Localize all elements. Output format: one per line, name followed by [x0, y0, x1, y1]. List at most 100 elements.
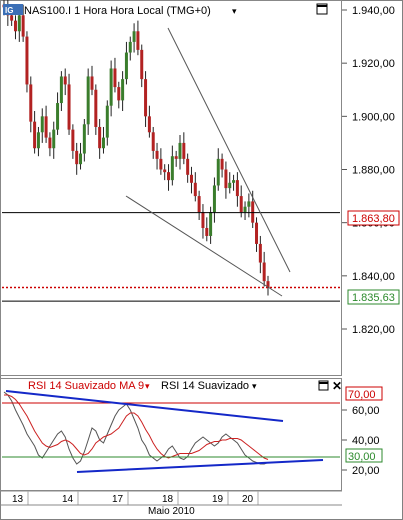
- candle-body: [147, 116, 151, 133]
- candle-body: [151, 132, 155, 151]
- candle-body: [140, 49, 144, 80]
- x-axis-ticks: 13 14 17 18 19 20: [0, 491, 342, 506]
- candle-body: [258, 243, 262, 263]
- candle-body: [136, 31, 140, 50]
- rsi-level-70: 70,00: [348, 389, 376, 401]
- price-chart-title[interactable]: NAS100.I 1 Hora Hora Local (TMG+0): [24, 5, 211, 17]
- rsi-overlays: [2, 390, 340, 473]
- candle-body: [124, 52, 128, 80]
- y-tick-label: 1.940,00: [352, 5, 395, 17]
- rsi-y-tick-label: 40,00: [352, 435, 380, 447]
- candle-body: [251, 201, 255, 223]
- x-axis-caption: Maio 2010: [148, 506, 195, 517]
- candle-body: [71, 129, 75, 151]
- triangle-down-icon[interactable]: ▾: [145, 381, 150, 391]
- rsi-lines: [3, 391, 269, 465]
- candle-body: [40, 116, 44, 133]
- horizontal-line-price: 1.863,80: [352, 213, 395, 225]
- candle-body: [67, 84, 71, 130]
- y-tick-label: 1.900,00: [352, 111, 395, 123]
- last-price: 1.835,63: [352, 292, 395, 304]
- triangle-down-icon[interactable]: ▾: [252, 381, 257, 391]
- candle-body: [189, 174, 193, 183]
- candle-body: [235, 180, 239, 197]
- candle-body: [197, 196, 201, 213]
- candle-body: [105, 105, 109, 138]
- triangle-down-icon[interactable]: ▾: [232, 6, 237, 16]
- candle-body: [90, 76, 94, 90]
- candle-body: [121, 79, 125, 101]
- y-tick-label: 1.920,00: [352, 58, 395, 70]
- candle-body: [79, 153, 83, 165]
- candle-body: [21, 15, 25, 37]
- candle-body: [48, 137, 52, 149]
- candle-body: [155, 150, 159, 159]
- x-tick-label: 14: [62, 494, 74, 505]
- x-tick-label: 18: [162, 494, 174, 505]
- x-tick-label: 13: [12, 494, 24, 505]
- y-tick-label: 1.840,00: [352, 271, 395, 283]
- candle-body: [212, 185, 216, 213]
- x-axis: 13 14 17 18 19 20 Maio 2010: [0, 490, 342, 517]
- candle-body: [232, 180, 236, 183]
- candle-body: [239, 196, 243, 213]
- candle-body: [247, 201, 251, 207]
- x-tick-label: 17: [112, 494, 124, 505]
- rsi-panel: RSI 14 Suavizado MA 9 ▾ RSI 14 Suavizado…: [0, 378, 383, 491]
- candle-body: [101, 137, 105, 149]
- price-plot-area: [0, 0, 342, 376]
- rsi-ma-title[interactable]: RSI 14 Suavizado MA 9: [28, 380, 144, 392]
- upper-trendline: [167, 27, 291, 273]
- candle-body: [163, 169, 167, 173]
- candle-body: [63, 76, 67, 85]
- candle-body: [224, 169, 228, 189]
- price-title-bar[interactable]: IG NAS100.I 1 Hora Hora Local (TMG+0) ▾: [3, 4, 237, 17]
- candle-body: [205, 227, 209, 236]
- y-tick-label: 1.880,00: [352, 165, 395, 177]
- candle-body: [243, 206, 247, 213]
- candle-body: [25, 36, 29, 85]
- last-price-label: 1.835,63: [347, 289, 400, 305]
- candle-body: [220, 158, 224, 170]
- rsi-upper-trendline: [5, 390, 284, 422]
- rsi-y-tick-label: 20,00: [352, 465, 380, 477]
- candle-body: [29, 84, 33, 122]
- ig-logo: [3, 4, 23, 15]
- candle-body: [109, 68, 113, 106]
- candle-body: [128, 41, 132, 53]
- rsi-title[interactable]: RSI 14 Suavizado: [161, 380, 249, 392]
- candle-body: [174, 156, 178, 159]
- candle-body: [167, 172, 171, 181]
- candle-body: [209, 212, 213, 236]
- y-tick-label: 1.820,00: [352, 324, 395, 336]
- candle-body: [94, 89, 98, 127]
- price-panel: IG NAS100.I 1 Hora Hora Local (TMG+0) ▾ …: [0, 0, 400, 376]
- maximize-icon[interactable]: [316, 3, 328, 15]
- rsi-title-bar[interactable]: RSI 14 Suavizado MA 9 ▾ RSI 14 Suavizado…: [28, 380, 257, 392]
- candle-body: [193, 182, 197, 197]
- rsi-ma-line: [4, 394, 269, 460]
- candle-body: [182, 142, 186, 159]
- candle-body: [201, 212, 205, 228]
- x-tick-label: 20: [242, 494, 254, 505]
- candle-body: [132, 31, 136, 42]
- maximize-icon[interactable]: [318, 380, 329, 391]
- candle-body: [144, 79, 148, 117]
- close-icon[interactable]: ✕: [332, 379, 342, 393]
- candle-body: [255, 222, 259, 244]
- price-candles: [2, 0, 270, 296]
- x-tick-label: 19: [212, 494, 224, 505]
- candle-body: [186, 158, 190, 175]
- candle-body: [33, 121, 37, 149]
- candle-body: [44, 116, 48, 138]
- candle-body: [52, 129, 56, 149]
- ig-logo-text: IG: [5, 6, 13, 15]
- candle-body: [113, 68, 117, 88]
- candle-body: [59, 76, 63, 104]
- candle-body: [266, 281, 270, 288]
- candle-body: [56, 103, 60, 130]
- price-y-axis: 1.940,001.920,001.900,001.880,001.860,00…: [342, 5, 395, 336]
- candle-body: [262, 262, 266, 282]
- candle-body: [17, 15, 21, 32]
